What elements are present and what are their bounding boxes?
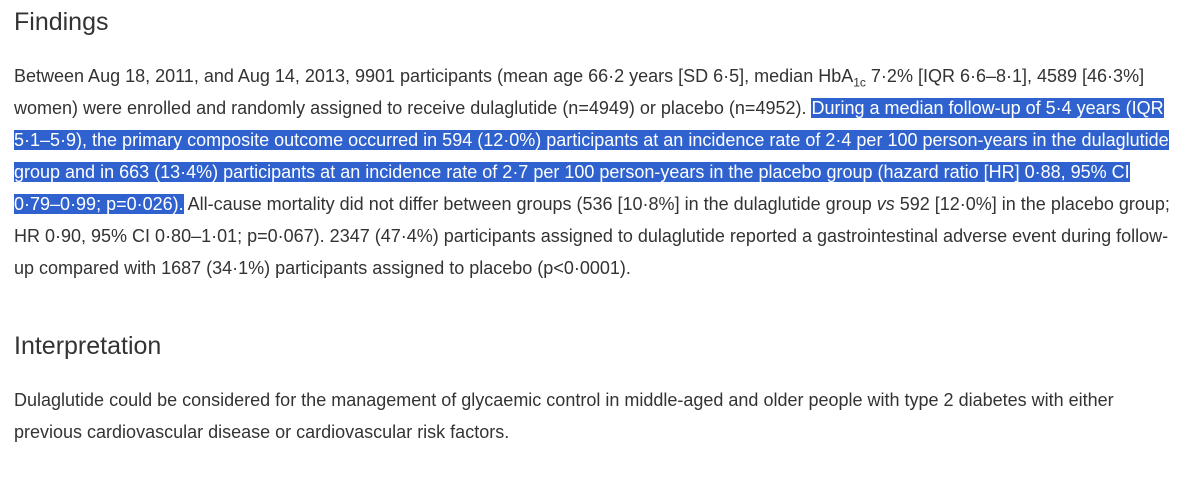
text: 7·2% [IQR 6·6–8·1], 4589 [46·3%] women) … [14, 66, 1145, 118]
text: Between Aug 18, 2011, and Aug 14, 2013, … [14, 66, 854, 86]
text: All-cause mortality did not differ betwe… [183, 194, 877, 214]
subscript: 1c [853, 75, 866, 90]
abstract: Findings Between Aug 18, 2011, and Aug 1… [14, 8, 1176, 442]
italic-text: vs [876, 194, 895, 214]
paragraph: Between Aug 18, 2011, and Aug 14, 2013, … [14, 60, 1176, 284]
text: 592 [12·0%] in the placebo group; HR 0·9… [14, 194, 1170, 278]
paragraph: Dulaglutide could be considered for the … [14, 390, 1114, 442]
section-heading: Findings [14, 8, 109, 36]
section-heading: Interpretation [14, 332, 162, 360]
